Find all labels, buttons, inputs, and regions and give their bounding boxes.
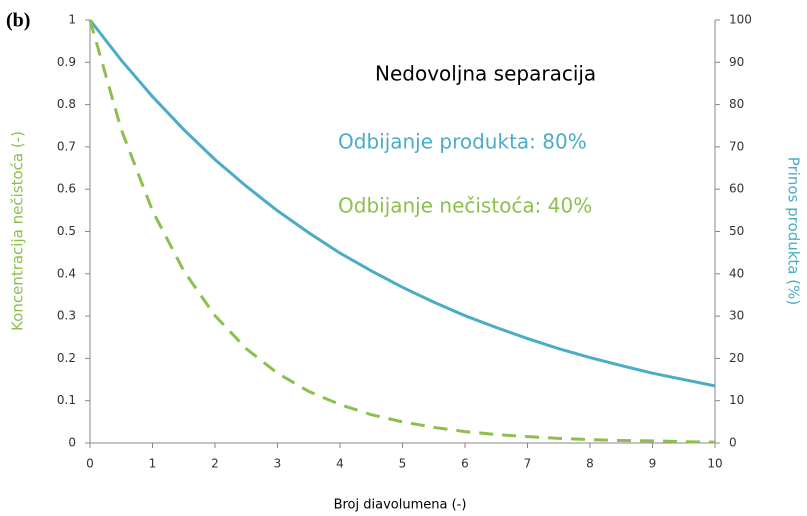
- y2-tick-label: 100: [729, 13, 752, 27]
- x-tick-label: 5: [399, 457, 407, 471]
- x-tick-label: 8: [586, 457, 594, 471]
- y-tick-label: 0.9: [57, 55, 76, 69]
- y2-axis-label: Prinos produkta (%): [785, 157, 803, 305]
- line: [88, 19, 716, 444]
- x-axis-label: Broj diavolumena (-): [334, 498, 467, 513]
- y-tick-label: 0.7: [57, 139, 76, 153]
- y-tick-label: 0.8: [57, 97, 76, 111]
- x-tick-label: 4: [336, 457, 344, 471]
- y2-tick-label: 20: [729, 351, 744, 365]
- y2-tick-label: 30: [729, 309, 744, 323]
- y-tick-label: 0: [68, 436, 76, 450]
- y2-tick-label: 40: [729, 266, 744, 280]
- y-axis-label: Koncentracija nečistoća (-): [9, 131, 27, 331]
- y2-tick-label: 50: [729, 224, 744, 238]
- x-tick-label: 3: [274, 457, 282, 471]
- y2-tick-label: 70: [729, 139, 744, 153]
- y2-tick-label: 90: [729, 55, 744, 69]
- y-tick-label: 0.6: [57, 182, 76, 196]
- y-tick-label: 1: [68, 13, 76, 27]
- line: [88, 19, 716, 388]
- y-tick-label: 0.2: [57, 351, 76, 365]
- annotation: Odbijanje nečistoća: 40%: [338, 194, 592, 218]
- x-tick-label: 0: [86, 457, 94, 471]
- x-tick-label: 9: [649, 457, 657, 471]
- y-tick-label: 0.5: [57, 224, 76, 238]
- x-tick-label: 6: [461, 457, 469, 471]
- panel-label: (b): [6, 10, 30, 32]
- y-tick-label: 0.1: [57, 393, 76, 407]
- y2-tick-label: 60: [729, 182, 744, 196]
- y-tick-label: 0.4: [57, 266, 76, 280]
- x-tick-label: 10: [707, 457, 722, 471]
- y2-tick-label: 10: [729, 393, 744, 407]
- y2-tick-label: 80: [729, 97, 744, 111]
- y-tick-label: 0.3: [57, 309, 76, 323]
- x-tick-label: 2: [211, 457, 219, 471]
- x-tick-label: 1: [149, 457, 157, 471]
- x-tick-label: 7: [524, 457, 532, 471]
- annotation: Nedovoljna separacija: [375, 62, 596, 86]
- y2-tick-label: 0: [729, 436, 737, 450]
- annotation: Odbijanje produkta: 80%: [338, 130, 587, 154]
